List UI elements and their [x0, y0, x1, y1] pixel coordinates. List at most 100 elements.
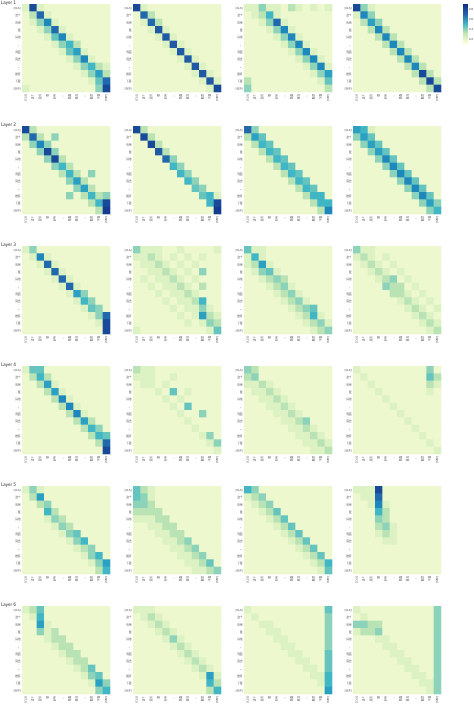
heatmap-cell: [177, 326, 185, 335]
heatmap-cell: [266, 522, 274, 531]
heatmap-cell: [433, 140, 442, 149]
heatmap-cell: [375, 126, 383, 134]
heatmap-cell: [426, 664, 434, 673]
heatmap-cell: [88, 133, 96, 141]
heatmap-cell: [360, 275, 368, 283]
heatmap-panel: [CLS][CLS]这个这个应用应用很很好用好用，，界面界面简洁简洁。。推荐推荐…: [14, 126, 111, 223]
heatmap-cell: [324, 4, 333, 12]
heatmap-cell: [280, 613, 289, 621]
heatmap-cell: [324, 162, 333, 171]
y-tick-label: ，: [18, 285, 21, 288]
heatmap-cell: [389, 206, 398, 215]
heatmap-cell: [280, 184, 289, 193]
heatmap-cell: [88, 446, 96, 455]
heatmap-cell: [199, 395, 207, 403]
heatmap-cell: [191, 432, 200, 440]
heatmap-cell: [426, 606, 434, 614]
heatmap-cell: [102, 613, 111, 621]
y-tick-label: 应用: [15, 382, 21, 386]
heatmap-cell: [133, 395, 141, 403]
x-tick-label: 简洁: [186, 576, 190, 582]
heatmap-cell: [177, 373, 185, 381]
heatmap-cell: [389, 246, 398, 254]
heatmap-cell: [317, 620, 325, 629]
heatmap-cell: [382, 559, 390, 567]
heatmap-cell: [375, 70, 383, 78]
heatmap-cell: [88, 424, 96, 433]
heatmap-cell: [80, 388, 89, 396]
heatmap-cell: [433, 126, 442, 134]
heatmap-cell: [66, 162, 74, 171]
x-tick-label: 很: [45, 336, 49, 339]
heatmap-cell: [266, 650, 274, 658]
heatmap-cell: [295, 48, 303, 56]
heatmap-cell: [199, 319, 207, 327]
heatmap-cell: [102, 402, 111, 411]
heatmap-cell: [44, 282, 52, 291]
heatmap-cell: [353, 84, 361, 93]
heatmap-cell: [199, 432, 207, 440]
y-tick-label: 。: [18, 547, 21, 550]
heatmap-cell: [22, 177, 30, 185]
heatmap-cell: [280, 77, 289, 85]
heatmap-cell: [433, 388, 442, 396]
heatmap-cell: [251, 312, 259, 320]
heatmap-cell: [419, 628, 427, 636]
heatmap-cell: [102, 552, 111, 560]
heatmap-cell: [73, 544, 81, 553]
heatmap-cell: [102, 515, 111, 523]
x-tick-label: 简洁: [186, 94, 190, 100]
heatmap-cell: [206, 62, 214, 71]
heatmap-cell: [22, 650, 30, 658]
heatmap-cell: [95, 326, 103, 335]
heatmap-cell: [426, 566, 434, 575]
heatmap-cell: [140, 395, 148, 403]
heatmap-cell: [36, 148, 45, 156]
heatmap-cell: [360, 635, 368, 643]
heatmap-cell: [102, 559, 111, 567]
heatmap-cell: [433, 297, 442, 305]
heatmap-cell: [102, 486, 111, 494]
heatmap-cell: [147, 642, 156, 651]
heatmap-cell: [251, 620, 259, 629]
heatmap-cell: [140, 84, 148, 93]
heatmap-cell: [147, 613, 156, 621]
y-tick-label: 应用: [126, 262, 132, 266]
heatmap-cell: [302, 126, 311, 134]
heatmap-cell: [58, 642, 67, 651]
heatmap-cell: [29, 268, 37, 276]
heatmap-cell: [162, 530, 170, 538]
y-tick-label: [CLS]: [125, 6, 132, 10]
heatmap-cell: [147, 620, 156, 629]
heatmap-cell: [206, 635, 214, 643]
heatmap-cell: [22, 48, 30, 56]
heatmap-cell: [133, 297, 141, 305]
heatmap-cell: [206, 424, 214, 433]
heatmap-cell: [258, 606, 267, 614]
heatmap-cell: [324, 380, 333, 389]
heatmap-cell: [273, 366, 281, 374]
heatmap-cell: [411, 657, 420, 665]
heatmap-cell: [310, 177, 318, 185]
heatmap-cell: [169, 552, 178, 560]
heatmap-cell: [29, 155, 37, 163]
heatmap-cell: [404, 55, 412, 63]
heatmap-cell: [51, 133, 59, 141]
heatmap-cell: [66, 432, 74, 440]
y-tick-label: 界面: [346, 172, 352, 176]
heatmap-cell: [433, 380, 442, 389]
heatmap-cell: [353, 628, 361, 636]
heatmap-cell: [191, 177, 200, 185]
heatmap-cell: [295, 33, 303, 41]
heatmap-cell: [66, 155, 74, 163]
y-tick-label: 。: [18, 667, 21, 670]
heatmap-cell: [367, 544, 376, 553]
x-tick-label: 。: [194, 456, 197, 459]
heatmap-cell: [177, 312, 185, 320]
heatmap-cell: [155, 657, 163, 665]
heatmap-cell: [295, 148, 303, 156]
x-tick-label: 应用: [369, 696, 373, 702]
heatmap-cell: [404, 628, 412, 636]
heatmap-cell: [302, 133, 311, 141]
heatmap-cell: [191, 628, 200, 636]
